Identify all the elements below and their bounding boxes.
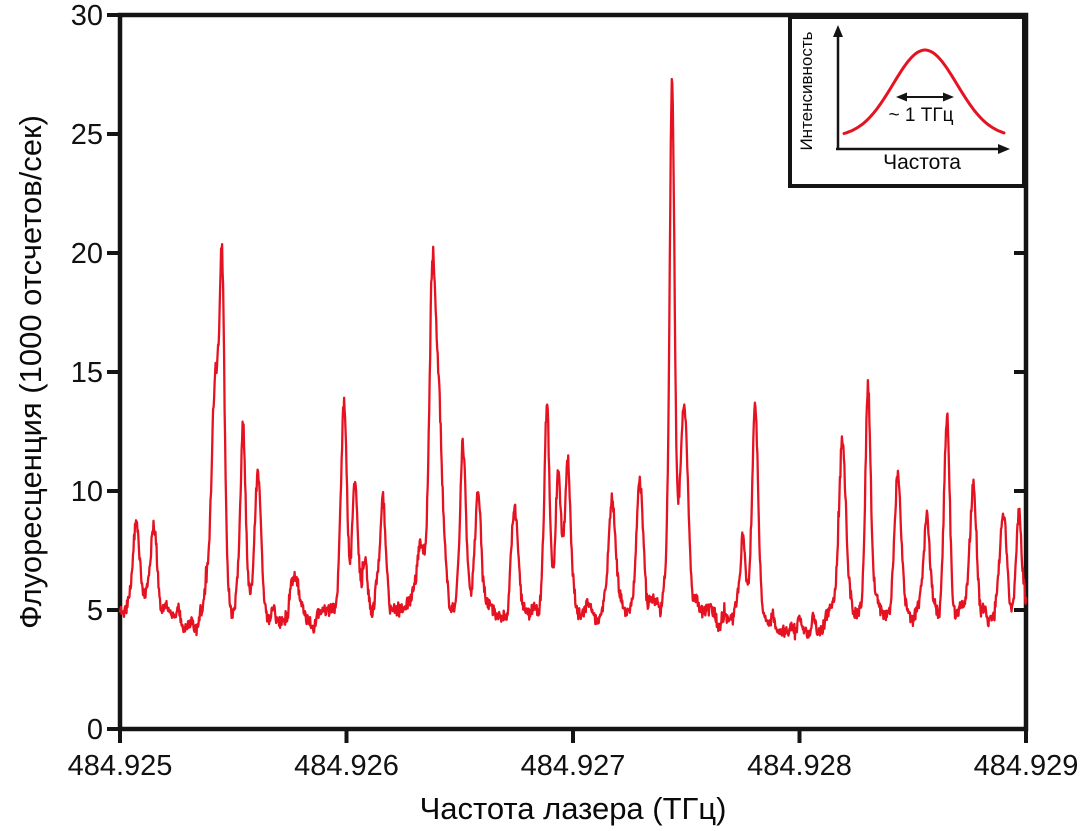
y-tick-label: 10	[71, 476, 103, 508]
inset-linewidth-annotation: ~ 1 ТГц	[888, 105, 954, 126]
x-tick-label: 484.928	[747, 750, 852, 782]
inset-y-axis-arrowhead-icon	[833, 25, 843, 37]
inset-linewidth-arrowhead-left-icon	[896, 92, 907, 102]
inset-y-axis-title: Интенсивность	[797, 31, 816, 151]
y-axis-title: Флуоресценция (1000 отсчетов/сек)	[13, 115, 48, 629]
x-axis-title: Частота лазера (ТГц)	[419, 791, 727, 826]
inset-x-axis-arrowhead-icon	[998, 144, 1010, 154]
x-tick-label: 484.925	[68, 750, 173, 782]
y-tick-label: 15	[71, 357, 103, 389]
inset-linewidth-arrowhead-right-icon	[943, 92, 954, 102]
y-tick-label: 30	[71, 0, 103, 32]
y-tick-label: 20	[71, 238, 103, 270]
y-tick-label: 25	[71, 119, 103, 151]
y-tick-label: 0	[87, 714, 103, 746]
x-tick-label: 484.929	[974, 750, 1079, 782]
inset-laser-linewidth-diagram: Интенсивность ~ 1 ТГц Частота	[788, 15, 1026, 188]
inset-diagram-svg	[833, 25, 1010, 154]
x-tick-label: 484.927	[521, 750, 626, 782]
inset-lineshape-curve	[842, 48, 1006, 135]
x-tick-label: 484.926	[294, 750, 399, 782]
inset-x-axis-title: Частота	[883, 151, 961, 174]
fluorescence-trace	[118, 77, 1028, 641]
y-tick-label: 5	[87, 595, 103, 627]
